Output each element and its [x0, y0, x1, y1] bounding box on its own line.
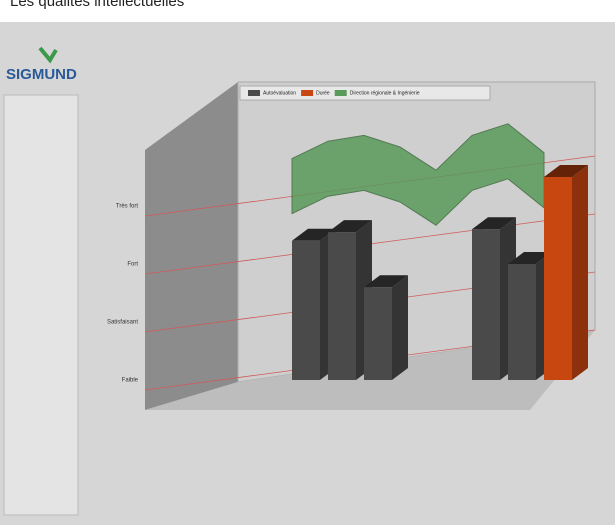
y-tick-label: Faible — [122, 378, 139, 384]
y-tick-label: Satisfaisant — [107, 320, 138, 326]
legend — [239, 85, 491, 101]
legend-label: Durée — [316, 90, 330, 96]
bar-top — [508, 252, 552, 264]
bar — [364, 275, 408, 380]
marks — [291, 123, 588, 380]
legend-label: Direction régionale & Ingénierie — [350, 90, 420, 96]
logo: SIGMUND — [6, 66, 77, 83]
bar-top — [544, 165, 588, 177]
y-tick-label: Très fort — [116, 204, 138, 210]
bar-front — [508, 264, 536, 380]
legend-swatch — [248, 90, 260, 96]
legend-swatch — [334, 90, 347, 96]
bar-side — [572, 165, 588, 380]
sidebar — [3, 94, 79, 516]
bar-side — [392, 275, 408, 380]
bar — [544, 165, 588, 380]
logo-mark — [38, 46, 58, 64]
bar-front — [292, 240, 320, 380]
legend-swatch — [301, 90, 314, 96]
legend-label: Autoévaluation — [263, 90, 296, 96]
bar-top — [292, 228, 336, 241]
bar-top — [328, 220, 372, 233]
left-wall — [145, 82, 238, 410]
page-title: Les qualités intellectuelles — [10, 0, 184, 10]
legend-items: Autoévaluation Durée Direction régionale &… — [248, 90, 420, 96]
bar-front — [364, 287, 392, 380]
bar-front — [472, 229, 500, 380]
y-tick-label: Fort — [127, 262, 138, 268]
bar-front — [328, 232, 356, 380]
bar-top — [364, 275, 408, 288]
bar-top — [472, 217, 516, 230]
bar-front — [544, 177, 572, 380]
